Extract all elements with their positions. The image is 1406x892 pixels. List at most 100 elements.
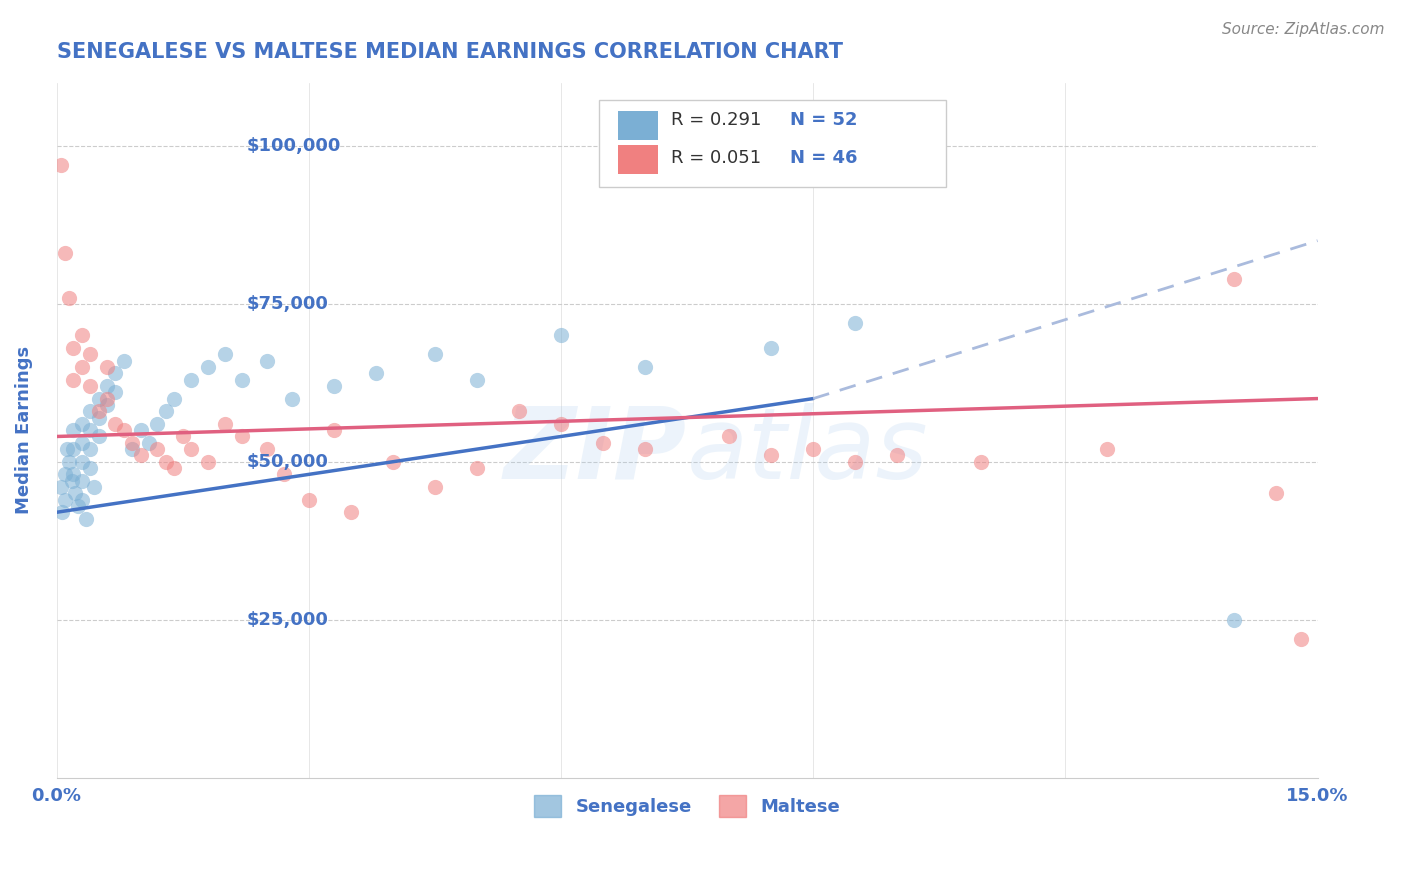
Point (83, 480, 105, 494)
Point (79, 461, 101, 475)
Point (1264, 486, 1286, 500)
FancyBboxPatch shape (617, 111, 658, 140)
FancyBboxPatch shape (599, 100, 946, 187)
Point (62, 341, 84, 355)
Text: N = 52: N = 52 (790, 112, 858, 129)
Point (121, 435, 143, 450)
Point (63, 486, 86, 500)
Point (886, 449, 908, 463)
Point (759, 341, 782, 355)
Point (323, 379, 346, 393)
Point (364, 367, 387, 381)
Text: Source: ZipAtlas.com: Source: ZipAtlas.com (1222, 22, 1385, 37)
Text: $100,000: $100,000 (247, 137, 342, 155)
Point (96, 379, 118, 393)
Point (104, 417, 127, 431)
Point (844, 455, 866, 469)
Point (55, 442, 77, 456)
Point (75, 511, 97, 525)
Point (49, 480, 72, 494)
Point (51, 505, 73, 519)
Point (423, 480, 446, 494)
Point (197, 359, 219, 374)
Point (49, 158, 72, 172)
FancyBboxPatch shape (617, 145, 658, 175)
Point (129, 423, 152, 437)
Point (634, 442, 657, 456)
Point (273, 467, 295, 482)
Point (70, 455, 93, 469)
Point (62, 442, 84, 456)
Y-axis label: Median Earnings: Median Earnings (15, 346, 32, 514)
Point (79, 442, 101, 456)
Point (256, 353, 278, 368)
Point (634, 359, 657, 374)
Point (550, 417, 572, 431)
Text: R = 0.051: R = 0.051 (671, 149, 761, 167)
Point (70, 492, 93, 507)
Point (1289, 632, 1312, 646)
Point (112, 353, 135, 368)
Point (66, 499, 89, 513)
Point (104, 385, 127, 400)
Point (231, 429, 253, 443)
Text: R = 0.291: R = 0.291 (671, 112, 761, 129)
Point (96, 398, 118, 412)
Point (759, 449, 782, 463)
Point (87, 404, 110, 418)
Point (79, 347, 101, 361)
Point (58, 455, 80, 469)
Point (70, 359, 93, 374)
Text: N = 46: N = 46 (790, 149, 858, 167)
Text: ZIP: ZIP (505, 402, 688, 500)
Point (146, 417, 169, 431)
Point (146, 442, 169, 456)
Point (155, 455, 177, 469)
Point (155, 404, 177, 418)
Point (62, 423, 84, 437)
Point (62, 373, 84, 387)
Point (163, 392, 186, 406)
Point (340, 505, 363, 519)
Point (1097, 442, 1119, 456)
Point (70, 328, 93, 343)
Point (801, 442, 824, 456)
Point (53, 246, 76, 260)
Point (1222, 613, 1244, 627)
Point (58, 291, 80, 305)
Point (70, 435, 93, 450)
Point (70, 474, 93, 488)
Point (214, 347, 236, 361)
Point (256, 442, 278, 456)
Point (112, 423, 135, 437)
Point (87, 410, 110, 425)
Point (53, 467, 76, 482)
Text: SENEGALESE VS MALTESE MEDIAN EARNINGS CORRELATION CHART: SENEGALESE VS MALTESE MEDIAN EARNINGS CO… (56, 42, 842, 62)
Point (465, 461, 488, 475)
Point (197, 455, 219, 469)
Point (53, 492, 76, 507)
Text: $50,000: $50,000 (247, 453, 329, 471)
Point (592, 435, 614, 450)
Text: $25,000: $25,000 (247, 611, 329, 629)
Point (163, 461, 186, 475)
Point (172, 429, 194, 443)
Point (79, 423, 101, 437)
Point (180, 373, 202, 387)
Point (138, 435, 160, 450)
Point (718, 429, 741, 443)
Point (214, 417, 236, 431)
Legend: Senegalese, Maltese: Senegalese, Maltese (527, 788, 848, 824)
Point (465, 373, 488, 387)
Point (129, 449, 152, 463)
Point (180, 442, 202, 456)
Point (104, 367, 127, 381)
Point (381, 455, 404, 469)
Point (87, 392, 110, 406)
Point (121, 442, 143, 456)
Point (62, 467, 84, 482)
Point (231, 373, 253, 387)
Point (323, 423, 346, 437)
Point (423, 347, 446, 361)
Point (79, 379, 101, 393)
